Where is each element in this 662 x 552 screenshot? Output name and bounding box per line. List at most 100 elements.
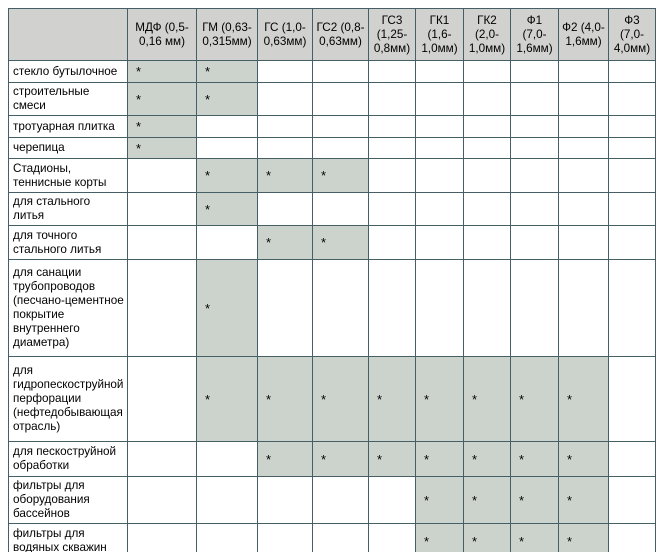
mark-cell bbox=[415, 60, 464, 83]
mark-cell bbox=[608, 441, 656, 477]
mark-cell bbox=[510, 225, 559, 260]
column-header-5: ГС3 (1,25-0,8мм) bbox=[368, 8, 416, 61]
mark-cell bbox=[257, 115, 313, 138]
mark-cell bbox=[608, 115, 656, 138]
mark-cell bbox=[312, 259, 369, 357]
mark-cell bbox=[257, 192, 313, 226]
row-label: стекло бутылочное bbox=[8, 60, 128, 83]
table-row: Стадионы, теннисные корты * * * bbox=[8, 158, 656, 193]
row-label: строительные смеси bbox=[8, 82, 128, 116]
mark-cell bbox=[558, 158, 609, 193]
mark-cell bbox=[558, 225, 609, 260]
mark-cell: * bbox=[127, 60, 197, 83]
mark-cell: * bbox=[257, 441, 313, 477]
table-row: фильтры для оборудования бассейнов * * * * bbox=[8, 476, 656, 524]
mark-cell bbox=[608, 192, 656, 226]
mark-cell bbox=[127, 259, 197, 357]
mark-cell bbox=[312, 60, 369, 83]
mark-cell bbox=[463, 137, 511, 159]
mark-cell bbox=[257, 60, 313, 83]
mark-cell bbox=[463, 115, 511, 138]
mark-cell bbox=[312, 192, 369, 226]
mark-cell: * bbox=[196, 356, 258, 442]
mark-cell bbox=[510, 259, 559, 357]
mark-cell bbox=[312, 476, 369, 524]
table-row: черепица * bbox=[8, 137, 656, 159]
mark-cell: * bbox=[510, 441, 559, 477]
mark-cell: * bbox=[558, 476, 609, 524]
table-row: фильтры для водяных скважин * * * * bbox=[8, 523, 656, 552]
mark-cell bbox=[608, 137, 656, 159]
mark-cell bbox=[127, 476, 197, 524]
mark-cell bbox=[608, 523, 656, 552]
mark-cell bbox=[608, 158, 656, 193]
mark-cell bbox=[608, 82, 656, 116]
column-header-10: Ф3 (7,0-4,0мм) bbox=[608, 8, 656, 61]
mark-cell: * bbox=[510, 523, 559, 552]
mark-cell bbox=[196, 523, 258, 552]
mark-cell bbox=[257, 82, 313, 116]
mark-cell bbox=[368, 523, 416, 552]
mark-cell bbox=[510, 115, 559, 138]
mark-cell bbox=[463, 82, 511, 116]
mark-cell: * bbox=[415, 356, 464, 442]
mark-cell bbox=[127, 441, 197, 477]
mark-cell bbox=[368, 115, 416, 138]
mark-cell bbox=[463, 259, 511, 357]
corner-cell bbox=[8, 8, 128, 61]
row-label: для санации трубопроводов (песчано-цемен… bbox=[8, 259, 128, 357]
mark-cell bbox=[196, 441, 258, 477]
row-label: для гидропескоструйной перфорации (нефте… bbox=[8, 356, 128, 442]
mark-cell bbox=[558, 82, 609, 116]
mark-cell: * bbox=[368, 441, 416, 477]
mark-cell: * bbox=[558, 523, 609, 552]
mark-cell bbox=[510, 60, 559, 83]
column-header-2: ГМ (0,63-0,315мм) bbox=[196, 8, 258, 61]
mark-cell bbox=[558, 259, 609, 357]
mark-cell: * bbox=[463, 356, 511, 442]
mark-cell: * bbox=[312, 225, 369, 260]
mark-cell bbox=[196, 137, 258, 159]
table-row: тротуарная плитка * bbox=[8, 115, 656, 138]
mark-cell: * bbox=[257, 356, 313, 442]
column-header-9: Ф2 (4,0-1,6мм) bbox=[558, 8, 609, 61]
mark-cell bbox=[257, 476, 313, 524]
mark-cell bbox=[608, 476, 656, 524]
mark-cell bbox=[127, 158, 197, 193]
mark-cell: * bbox=[196, 192, 258, 226]
mark-cell: * bbox=[196, 60, 258, 83]
mark-cell bbox=[415, 192, 464, 226]
mark-cell: * bbox=[257, 158, 313, 193]
row-label: черепица bbox=[8, 137, 128, 159]
mark-cell: * bbox=[558, 356, 609, 442]
mark-cell bbox=[463, 60, 511, 83]
mark-cell: * bbox=[196, 82, 258, 116]
mark-cell: * bbox=[510, 476, 559, 524]
row-label: тротуарная плитка bbox=[8, 115, 128, 138]
row-label: для точного стального литья bbox=[8, 225, 128, 260]
mark-cell: * bbox=[510, 356, 559, 442]
mark-cell bbox=[608, 259, 656, 357]
mark-cell: * bbox=[127, 115, 197, 138]
row-label: фильтры для водяных скважин bbox=[8, 523, 128, 552]
mark-cell: * bbox=[312, 441, 369, 477]
table-row: строительные смеси * * bbox=[8, 82, 656, 116]
mark-cell bbox=[415, 115, 464, 138]
table-row: для точного стального литья * * bbox=[8, 225, 656, 260]
mark-cell: * bbox=[127, 137, 197, 159]
column-header-8: Ф1 (7,0-1,6мм) bbox=[510, 8, 559, 61]
mark-cell bbox=[257, 137, 313, 159]
mark-cell bbox=[558, 115, 609, 138]
mark-cell bbox=[415, 158, 464, 193]
mark-cell: * bbox=[312, 356, 369, 442]
mark-cell bbox=[196, 476, 258, 524]
fraction-applications-table: МДФ (0,5-0,16 мм) ГМ (0,63-0,315мм) ГС (1,… bbox=[8, 8, 656, 552]
mark-cell bbox=[312, 115, 369, 138]
mark-cell bbox=[510, 158, 559, 193]
mark-cell bbox=[196, 225, 258, 260]
column-header-7: ГК2 (2,0-1,0мм) bbox=[463, 8, 511, 61]
column-header-6: ГК1 (1,6-1,0мм) bbox=[415, 8, 464, 61]
mark-cell: * bbox=[127, 82, 197, 116]
mark-cell bbox=[608, 225, 656, 260]
mark-cell bbox=[608, 356, 656, 442]
